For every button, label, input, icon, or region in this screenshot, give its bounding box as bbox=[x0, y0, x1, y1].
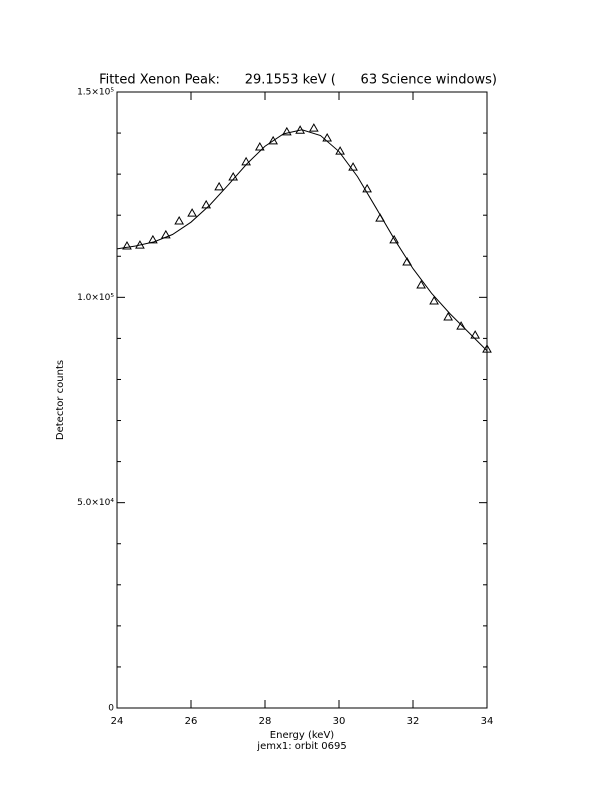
y-tick-label: 1.0×10⁵ bbox=[77, 293, 114, 303]
y-axis-label: Detector counts bbox=[55, 360, 66, 440]
data-point bbox=[456, 321, 466, 330]
x-tick-label: 34 bbox=[481, 716, 494, 727]
data-point bbox=[470, 330, 481, 339]
x-tick-label: 30 bbox=[333, 716, 346, 727]
x-tick-label: 26 bbox=[185, 716, 198, 727]
data-point bbox=[443, 312, 454, 321]
data-point bbox=[281, 126, 292, 136]
fit-line bbox=[116, 129, 488, 352]
data-point bbox=[214, 181, 224, 191]
plot-frame bbox=[116, 91, 488, 709]
y-tick-label: 1.5×10⁵ bbox=[77, 88, 114, 98]
chart-title: Fitted Xenon Peak: 29.1553 keV ( 63 Scie… bbox=[99, 73, 497, 88]
data-point bbox=[268, 135, 279, 145]
data-point bbox=[308, 123, 319, 132]
x-axis-label: Energy (keV) bbox=[270, 730, 335, 741]
y-tick-label: 0 bbox=[108, 704, 114, 714]
data-point bbox=[429, 296, 439, 305]
data-point bbox=[416, 280, 427, 289]
data-point bbox=[160, 229, 171, 239]
data-point bbox=[389, 234, 399, 244]
data-point bbox=[187, 208, 197, 217]
x-tick-label: 32 bbox=[407, 716, 420, 727]
chart-subtitle: jemx1: orbit 0695 bbox=[256, 741, 346, 752]
x-tick-label: 24 bbox=[111, 716, 124, 727]
y-tick-label: 5.0×10⁴ bbox=[77, 498, 114, 508]
data-point bbox=[122, 240, 132, 250]
data-point bbox=[254, 142, 265, 151]
data-point bbox=[148, 234, 158, 244]
data-point bbox=[174, 215, 185, 225]
x-tick-label: 28 bbox=[259, 716, 272, 727]
